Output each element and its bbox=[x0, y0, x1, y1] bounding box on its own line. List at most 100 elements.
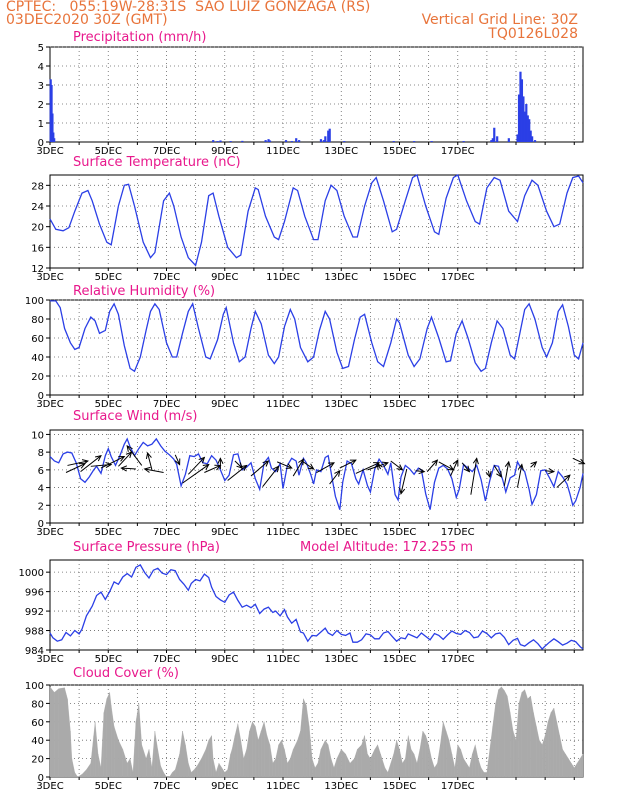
cloud-cover-xtick-label: 15DEC bbox=[383, 781, 417, 792]
wind-arrow-head bbox=[307, 463, 315, 470]
humidity-title: Relative Humidity (%) bbox=[73, 284, 215, 299]
cloud-cover-area-segment bbox=[212, 758, 217, 778]
cloud-cover-area-segment bbox=[151, 730, 156, 778]
temperature-xtick-label: 15DEC bbox=[383, 272, 417, 283]
cloud-cover-area-segment bbox=[127, 758, 131, 778]
cloud-cover-area-segment bbox=[160, 765, 164, 778]
wind-arrow-shaft bbox=[390, 460, 403, 471]
precipitation-bar bbox=[327, 130, 330, 142]
cloud-cover-area-segment bbox=[297, 730, 301, 778]
pressure-xtick-label: 15DEC bbox=[383, 654, 417, 665]
wind-arrow-head bbox=[262, 460, 270, 467]
cloud-cover-area-segment bbox=[451, 753, 455, 778]
precipitation-xtick-label: 11DEC bbox=[266, 146, 300, 157]
cloud-cover-area-segment bbox=[118, 740, 123, 778]
wind-arrow-shaft bbox=[503, 461, 510, 486]
cloud-cover-area-segment bbox=[275, 744, 279, 778]
cloud-cover-area-segment bbox=[521, 689, 525, 778]
cloud-cover-area-segment bbox=[425, 735, 429, 778]
pressure-title: Surface Pressure (hPa) bbox=[73, 540, 220, 555]
cloud-cover-area-segment bbox=[185, 744, 189, 778]
temperature-xtick-label: 17DEC bbox=[441, 272, 475, 283]
cloud-cover-area-segment bbox=[100, 712, 105, 778]
cloud-cover-area-segment bbox=[266, 735, 271, 778]
cloud-cover-area-segment bbox=[504, 690, 508, 778]
cloud-cover-area-segment bbox=[377, 744, 381, 778]
precipitation-bar bbox=[319, 139, 323, 142]
precipitation-bar bbox=[267, 139, 270, 142]
precipitation-frame bbox=[49, 46, 584, 143]
cloud-cover-area-segment bbox=[568, 758, 572, 778]
wind-arrow-shaft bbox=[262, 466, 280, 487]
wind-arrow-head bbox=[349, 459, 357, 466]
humidity-xtick-label: 7DEC bbox=[153, 399, 180, 410]
wind-xtick-label: 15DEC bbox=[383, 527, 417, 538]
pressure-xtick-label: 5DEC bbox=[95, 654, 122, 665]
cloud-cover-area-segment bbox=[325, 739, 329, 778]
temperature-xtick-label: 3DEC bbox=[36, 272, 63, 283]
cloud-cover-xtick-label: 17DEC bbox=[441, 781, 475, 792]
cloud-cover-area-segment bbox=[237, 723, 241, 778]
wind-arrow-shaft bbox=[329, 470, 341, 485]
wind-arrow-head bbox=[236, 462, 244, 469]
cloud-cover-area-segment bbox=[501, 686, 505, 778]
cloud-cover-area-segment bbox=[510, 712, 514, 778]
wind-arrow-head bbox=[143, 466, 151, 473]
cloud-cover-area-segment bbox=[269, 744, 273, 778]
wind-arrow-head bbox=[564, 474, 571, 481]
cloud-cover-area-segment bbox=[97, 753, 102, 778]
wind-arrow-head bbox=[396, 464, 404, 471]
cloud-cover-area-segment bbox=[477, 758, 482, 778]
precipitation-bar bbox=[216, 141, 219, 142]
cloud-cover-area-segment bbox=[553, 707, 557, 778]
wind-arrow-shaft bbox=[65, 463, 86, 473]
cloud-cover-area-segment bbox=[175, 753, 180, 778]
wind-arrow-head bbox=[120, 465, 128, 472]
cloud-cover-xtick-label: 9DEC bbox=[211, 781, 238, 792]
pressure-ytick-label: 1000 bbox=[19, 568, 44, 579]
temperature-xtick-label: 9DEC bbox=[211, 272, 238, 283]
cloud-cover-area-segment bbox=[231, 735, 236, 778]
wind-arrow-shaft bbox=[493, 465, 502, 478]
pressure-ytick-label: 992 bbox=[25, 607, 44, 618]
precipitation-bar bbox=[529, 130, 532, 142]
precipitation-ytick-label: 1 bbox=[38, 119, 44, 130]
precipitation-ytick-label: 2 bbox=[38, 100, 44, 111]
precipitation-bar bbox=[268, 140, 272, 142]
cloud-cover-area-segment bbox=[422, 730, 426, 778]
temperature-series-line bbox=[49, 174, 584, 267]
cloud-cover-area-segment bbox=[111, 705, 115, 778]
wind-arrow-shaft bbox=[126, 445, 143, 466]
precipitation-bar bbox=[51, 113, 54, 142]
cloud-cover-area-segment bbox=[498, 686, 502, 778]
humidity-xtick-label: 3DEC bbox=[36, 399, 63, 410]
precipitation-bar bbox=[493, 127, 496, 142]
wind-arrow-shaft bbox=[470, 458, 478, 495]
cloud-cover-area-segment bbox=[357, 744, 362, 778]
cloud-cover-ytick-label: 100 bbox=[25, 681, 44, 692]
cloud-cover-area-segment bbox=[243, 749, 247, 778]
wind-arrow-head bbox=[496, 470, 503, 478]
precipitation-bar bbox=[516, 134, 519, 142]
humidity-xtick-label: 15DEC bbox=[383, 399, 417, 410]
pressure-xtick-label: 11DEC bbox=[266, 654, 300, 665]
temperature-xtick-label: 5DEC bbox=[95, 272, 122, 283]
cloud-cover-area-segment bbox=[81, 769, 87, 778]
temperature-ytick-label: 24 bbox=[31, 202, 44, 213]
cloud-cover-area-segment bbox=[565, 753, 569, 778]
pressure-ytick-label: 988 bbox=[25, 627, 44, 638]
precipitation-ytick-label: 0 bbox=[38, 138, 44, 149]
cloud-cover-area-segment bbox=[507, 696, 511, 778]
cloud-cover-area-segment bbox=[211, 735, 214, 778]
cloud-cover-area-segment bbox=[71, 758, 75, 778]
precipitation-bar bbox=[430, 141, 433, 142]
precipitation-bar bbox=[491, 138, 494, 142]
wind-arrow-head bbox=[548, 468, 556, 475]
temperature-ytick-label: 20 bbox=[31, 223, 44, 234]
precipitation-bar bbox=[490, 140, 493, 142]
precipitation-ytick-label: 5 bbox=[38, 43, 44, 54]
wind-arrow-shaft bbox=[292, 458, 304, 477]
cloud-cover-area-segment bbox=[463, 758, 467, 778]
wind-arrow-head bbox=[452, 459, 459, 467]
cloud-cover-area-segment bbox=[240, 740, 244, 778]
